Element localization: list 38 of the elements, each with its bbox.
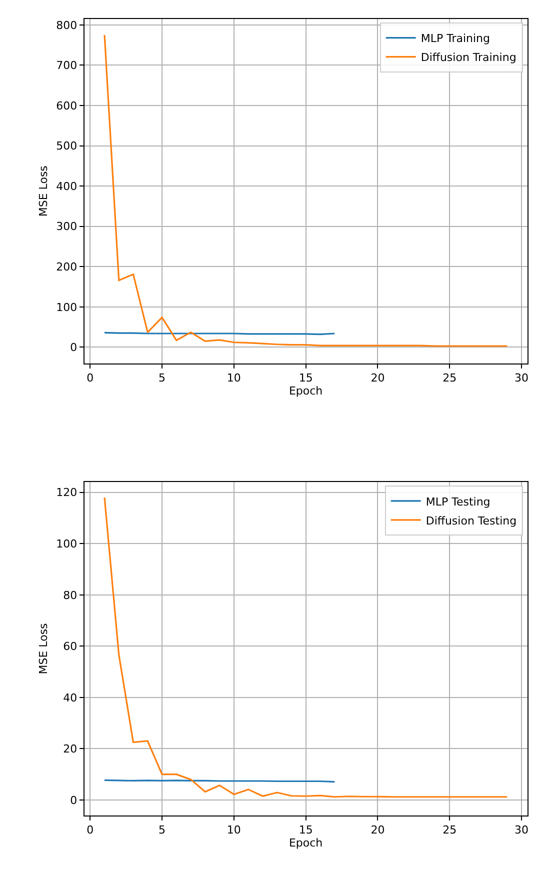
y-tick-label: 60 xyxy=(63,640,78,654)
y-tick-label: 800 xyxy=(56,18,78,32)
x-tick-label: 20 xyxy=(370,824,385,837)
x-tick-label: 5 xyxy=(158,824,166,837)
y-tick-label: 700 xyxy=(56,59,78,72)
y-tick-label: 20 xyxy=(63,742,78,756)
x-tick-label: 15 xyxy=(298,824,313,837)
x-tick-label: 10 xyxy=(226,824,241,837)
y-tick-label: 80 xyxy=(63,588,78,602)
x-tick-label: 0 xyxy=(86,824,94,837)
y-tick-label: 40 xyxy=(63,691,78,704)
x-tick-label: 15 xyxy=(298,372,313,385)
x-tick-label: 10 xyxy=(226,372,241,385)
x-axis-title: Epoch xyxy=(288,384,323,398)
y-tick-label: 100 xyxy=(56,300,78,314)
y-axis-title: MSE Loss xyxy=(36,165,50,217)
y-tick-label: 500 xyxy=(56,140,78,153)
legend-label: MLP Testing xyxy=(426,495,490,508)
x-tick-label: 0 xyxy=(86,372,94,385)
y-tick-label: 120 xyxy=(56,486,78,500)
legend-label: MLP Training xyxy=(420,32,490,46)
x-tick-label: 30 xyxy=(514,824,529,837)
x-tick-label: 25 xyxy=(442,824,457,837)
y-axis-title: MSE Loss xyxy=(36,622,50,674)
x-tick-label: 30 xyxy=(514,372,529,385)
y-tick-label: 200 xyxy=(56,260,78,274)
x-tick-label: 20 xyxy=(370,372,385,385)
legend-label: Diffusion Training xyxy=(420,51,516,64)
y-tick-label: 600 xyxy=(56,99,78,112)
y-tick-label: 0 xyxy=(70,794,78,807)
x-axis-title: Epoch xyxy=(288,836,323,850)
x-tick-label: 25 xyxy=(442,372,457,385)
y-tick-label: 100 xyxy=(56,538,78,551)
legend-label: Diffusion Testing xyxy=(426,514,517,528)
y-tick-label: 300 xyxy=(56,220,78,234)
x-tick-label: 5 xyxy=(158,372,166,385)
y-tick-label: 400 xyxy=(56,180,78,193)
y-tick-label: 0 xyxy=(70,341,78,354)
